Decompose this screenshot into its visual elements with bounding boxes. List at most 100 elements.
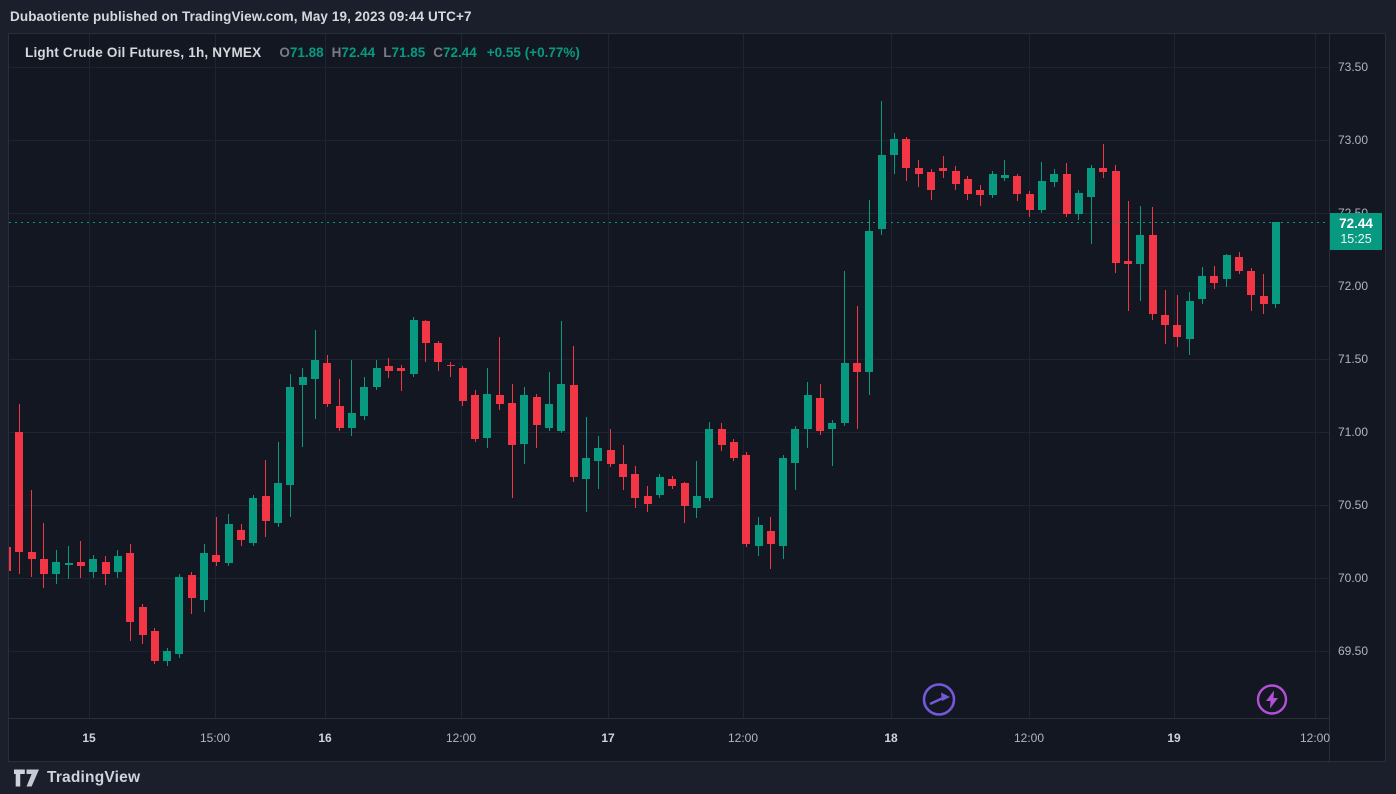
symbol-legend[interactable]: Light Crude Oil Futures, 1h, NYMEX O71.8… bbox=[25, 45, 580, 60]
candle-body bbox=[963, 179, 972, 194]
candle-body bbox=[631, 474, 640, 498]
chart-pane[interactable]: Light Crude Oil Futures, 1h, NYMEX O71.8… bbox=[9, 34, 1329, 718]
ohlc-value: 72.44 bbox=[442, 45, 477, 60]
candle-body bbox=[816, 398, 825, 431]
last-price-value: 72.44 bbox=[1339, 216, 1373, 231]
candle-body bbox=[286, 386, 295, 485]
candle-body bbox=[1185, 300, 1194, 339]
candle-body bbox=[360, 386, 369, 416]
candle-wick bbox=[80, 541, 82, 578]
candle-body bbox=[446, 364, 455, 367]
v-gridline bbox=[1029, 34, 1030, 718]
price-tick-label: 73.00 bbox=[1338, 132, 1369, 147]
candle-body bbox=[1148, 234, 1157, 314]
candle-body bbox=[594, 448, 603, 462]
time-axis[interactable]: 15 15:00 16 12:00 17 12:00 18 12:00 19 12:00 bbox=[9, 718, 1331, 762]
candle-body bbox=[1074, 192, 1083, 215]
candle-body bbox=[9, 547, 11, 571]
candle-wick bbox=[548, 372, 550, 431]
candle-body bbox=[803, 395, 812, 430]
v-gridline bbox=[1174, 34, 1175, 718]
ohlc-value: 71.85 bbox=[391, 45, 426, 60]
v-gridline bbox=[743, 34, 744, 718]
tradingview-logo-icon[interactable] bbox=[14, 769, 39, 787]
candle-body bbox=[335, 405, 344, 428]
price-axis[interactable]: 73.5073.0072.5072.0071.5071.0070.5070.00… bbox=[1329, 34, 1386, 763]
h-gridline bbox=[9, 139, 1329, 141]
published-line: Dubaotiente published on TradingView.com… bbox=[10, 9, 472, 24]
price-tick-label: 73.50 bbox=[1338, 59, 1369, 74]
time-tick-label: 16 bbox=[318, 731, 332, 745]
candle-body bbox=[39, 559, 48, 574]
h-gridline bbox=[9, 212, 1329, 214]
footer-bar: TradingView bbox=[0, 762, 1396, 794]
candle-body bbox=[1161, 315, 1170, 326]
candle-body bbox=[298, 376, 307, 386]
price-tick-label: 70.00 bbox=[1338, 570, 1369, 585]
candle-body bbox=[1087, 167, 1096, 197]
arrow-right-circle-icon[interactable] bbox=[920, 681, 958, 719]
candle-body bbox=[175, 576, 184, 654]
candle-body bbox=[495, 395, 504, 405]
candle-body bbox=[680, 483, 689, 507]
candle-body bbox=[249, 497, 258, 543]
ohlc-key: H bbox=[331, 45, 342, 60]
candle-wick bbox=[1127, 201, 1129, 311]
candle-body bbox=[163, 650, 172, 662]
candle-body bbox=[668, 478, 677, 486]
candle-body bbox=[187, 575, 196, 599]
candle-wick bbox=[499, 337, 501, 411]
candle-body bbox=[532, 396, 541, 425]
last-price-label: 72.44 15:25 bbox=[1330, 213, 1382, 250]
candle-body bbox=[1198, 275, 1207, 300]
candle-body bbox=[1210, 275, 1219, 284]
candle-body bbox=[729, 442, 738, 459]
candle-body bbox=[150, 630, 159, 662]
candle-body bbox=[1124, 261, 1133, 265]
candle-body bbox=[927, 172, 935, 190]
candle-wick bbox=[1004, 160, 1006, 181]
candle-body bbox=[705, 429, 714, 498]
candle-body bbox=[372, 367, 381, 387]
candle-body bbox=[434, 342, 443, 362]
candle-wick bbox=[31, 490, 33, 577]
candle-body bbox=[1247, 271, 1256, 295]
time-tick-label: 12:00 bbox=[1013, 731, 1045, 745]
candle-body bbox=[890, 138, 899, 155]
candle-wick bbox=[696, 461, 698, 519]
candle-wick bbox=[339, 379, 341, 431]
candle-body bbox=[1259, 296, 1268, 304]
h-gridline bbox=[9, 431, 1329, 433]
candle-body bbox=[569, 385, 578, 478]
candle-body bbox=[458, 367, 467, 402]
time-tick-label: 15 bbox=[82, 731, 96, 745]
time-tick-label: 12:00 bbox=[445, 731, 477, 745]
candle-body bbox=[274, 483, 283, 523]
time-tick-label: 15:00 bbox=[199, 731, 231, 745]
candle-body bbox=[606, 449, 615, 465]
candle-body bbox=[914, 167, 923, 174]
candle-body bbox=[347, 413, 356, 428]
candle-body bbox=[545, 404, 554, 428]
candle-body bbox=[582, 458, 591, 479]
candle-body bbox=[1222, 255, 1231, 279]
candle-wick bbox=[68, 545, 70, 580]
candle-body bbox=[1013, 176, 1022, 194]
ohlc-key: C bbox=[433, 45, 443, 60]
candle-body bbox=[988, 173, 997, 196]
candle-body bbox=[840, 363, 849, 424]
tradingview-wordmark[interactable]: TradingView bbox=[47, 769, 141, 786]
candle-body bbox=[902, 138, 911, 168]
candle-body bbox=[409, 319, 418, 374]
candle-body bbox=[224, 523, 233, 564]
candle-body bbox=[76, 561, 85, 567]
candle-body bbox=[1111, 170, 1120, 263]
time-tick-label: 12:00 bbox=[727, 731, 759, 745]
candle-body bbox=[877, 154, 886, 230]
time-tick-label: 12:00 bbox=[1299, 731, 1331, 745]
candle-body bbox=[52, 561, 61, 574]
candle-wick bbox=[844, 271, 846, 427]
lightning-circle-icon[interactable] bbox=[1254, 682, 1290, 719]
h-gridline bbox=[9, 504, 1329, 506]
candle-body bbox=[766, 531, 775, 545]
